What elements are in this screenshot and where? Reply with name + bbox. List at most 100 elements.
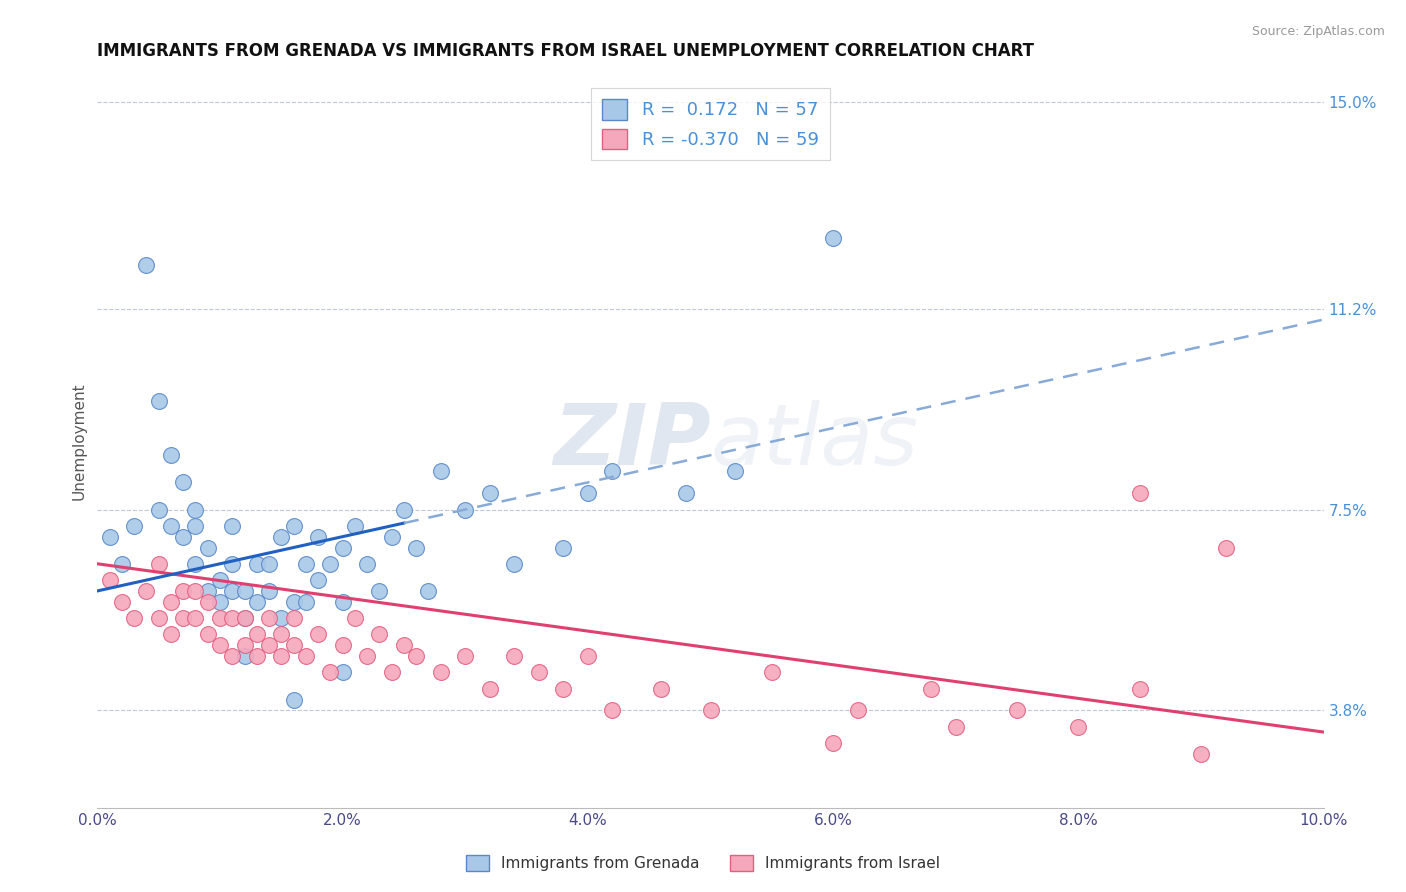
Point bbox=[295, 595, 318, 609]
Point bbox=[257, 557, 280, 571]
Point bbox=[650, 681, 672, 696]
Point bbox=[221, 649, 243, 664]
Point bbox=[257, 583, 280, 598]
Point bbox=[270, 530, 292, 544]
Legend: Immigrants from Grenada, Immigrants from Israel: Immigrants from Grenada, Immigrants from… bbox=[460, 849, 946, 877]
Point bbox=[221, 583, 243, 598]
Point bbox=[98, 530, 121, 544]
Point bbox=[148, 393, 170, 408]
Point bbox=[208, 638, 231, 652]
Point bbox=[246, 595, 269, 609]
Point bbox=[602, 465, 624, 479]
Point bbox=[1067, 720, 1090, 734]
Point bbox=[368, 583, 391, 598]
Point bbox=[1215, 541, 1237, 555]
Point bbox=[418, 583, 440, 598]
Point bbox=[283, 692, 305, 706]
Point bbox=[184, 502, 207, 516]
Point bbox=[356, 557, 378, 571]
Point bbox=[111, 595, 134, 609]
Point bbox=[283, 595, 305, 609]
Point bbox=[233, 649, 256, 664]
Point bbox=[1129, 681, 1152, 696]
Point bbox=[233, 638, 256, 652]
Point bbox=[295, 557, 318, 571]
Point bbox=[1189, 747, 1212, 761]
Point bbox=[295, 649, 318, 664]
Point bbox=[368, 627, 391, 641]
Point bbox=[135, 583, 157, 598]
Point bbox=[527, 665, 550, 680]
Point bbox=[160, 518, 183, 533]
Point bbox=[148, 502, 170, 516]
Point bbox=[270, 627, 292, 641]
Point bbox=[429, 665, 451, 680]
Point bbox=[675, 486, 697, 500]
Point bbox=[111, 557, 134, 571]
Point bbox=[945, 720, 967, 734]
Point bbox=[221, 611, 243, 625]
Point bbox=[122, 611, 145, 625]
Point bbox=[343, 518, 366, 533]
Point bbox=[246, 649, 269, 664]
Point bbox=[160, 595, 183, 609]
Point bbox=[332, 665, 354, 680]
Point bbox=[332, 595, 354, 609]
Text: ZIP: ZIP bbox=[553, 401, 710, 483]
Point bbox=[405, 649, 427, 664]
Point bbox=[307, 627, 329, 641]
Point bbox=[343, 611, 366, 625]
Point bbox=[429, 465, 451, 479]
Point bbox=[319, 557, 342, 571]
Point bbox=[172, 611, 194, 625]
Point bbox=[332, 638, 354, 652]
Point bbox=[283, 638, 305, 652]
Point bbox=[478, 681, 501, 696]
Point bbox=[307, 530, 329, 544]
Point bbox=[761, 665, 783, 680]
Point bbox=[184, 611, 207, 625]
Point bbox=[381, 530, 404, 544]
Point bbox=[208, 573, 231, 587]
Point bbox=[197, 595, 219, 609]
Point bbox=[920, 681, 942, 696]
Point bbox=[233, 611, 256, 625]
Point bbox=[381, 665, 404, 680]
Point bbox=[172, 530, 194, 544]
Point bbox=[233, 611, 256, 625]
Point bbox=[553, 681, 575, 696]
Point bbox=[122, 518, 145, 533]
Point bbox=[576, 649, 599, 664]
Text: IMMIGRANTS FROM GRENADA VS IMMIGRANTS FROM ISRAEL UNEMPLOYMENT CORRELATION CHART: IMMIGRANTS FROM GRENADA VS IMMIGRANTS FR… bbox=[97, 42, 1035, 60]
Point bbox=[1129, 486, 1152, 500]
Point bbox=[257, 611, 280, 625]
Point bbox=[184, 583, 207, 598]
Point bbox=[197, 627, 219, 641]
Point bbox=[221, 518, 243, 533]
Text: atlas: atlas bbox=[710, 401, 918, 483]
Point bbox=[172, 583, 194, 598]
Point bbox=[478, 486, 501, 500]
Point bbox=[307, 573, 329, 587]
Point bbox=[454, 502, 477, 516]
Point bbox=[246, 557, 269, 571]
Point bbox=[724, 465, 747, 479]
Point bbox=[332, 541, 354, 555]
Point bbox=[356, 649, 378, 664]
Point bbox=[148, 557, 170, 571]
Point bbox=[823, 736, 845, 750]
Point bbox=[319, 665, 342, 680]
Point bbox=[172, 475, 194, 490]
Point bbox=[699, 703, 721, 717]
Text: Source: ZipAtlas.com: Source: ZipAtlas.com bbox=[1251, 25, 1385, 38]
Point bbox=[405, 541, 427, 555]
Point bbox=[576, 486, 599, 500]
Point bbox=[197, 583, 219, 598]
Point bbox=[184, 518, 207, 533]
Y-axis label: Unemployment: Unemployment bbox=[72, 383, 86, 500]
Point bbox=[270, 611, 292, 625]
Point bbox=[257, 638, 280, 652]
Point bbox=[197, 541, 219, 555]
Point bbox=[392, 638, 415, 652]
Point bbox=[160, 627, 183, 641]
